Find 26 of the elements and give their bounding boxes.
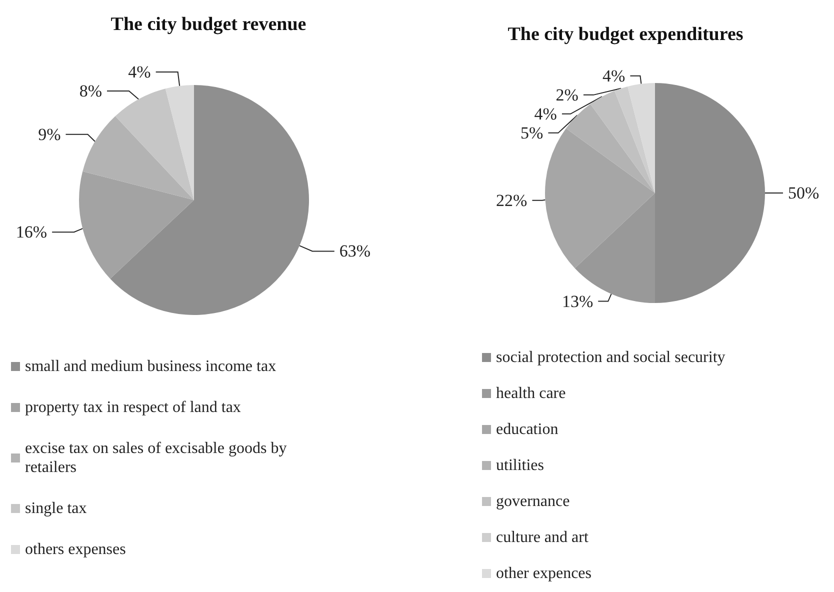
legend-label: culture and art bbox=[496, 529, 589, 546]
data-label: 22% bbox=[496, 190, 528, 210]
legend-label: others expenses bbox=[25, 541, 126, 558]
data-label: 4% bbox=[128, 62, 151, 82]
legend-label: excise tax on sales of excisable goods by retailers bbox=[25, 440, 291, 476]
data-label: 4% bbox=[534, 104, 557, 124]
data-label: 50% bbox=[788, 184, 820, 202]
data-label: 5% bbox=[520, 123, 544, 142]
data-label: 2% bbox=[556, 85, 578, 104]
legend-label: social protection and social security bbox=[496, 349, 726, 366]
legend-label: other expences bbox=[496, 565, 592, 582]
data-label: 8% bbox=[79, 82, 102, 101]
legend-label: health care bbox=[496, 385, 566, 402]
chart-title: The city budget revenue bbox=[110, 14, 306, 35]
data-label: 16% bbox=[16, 222, 48, 242]
data-label: 4% bbox=[602, 66, 626, 86]
chart-title: The city budget expenditures bbox=[508, 24, 744, 45]
legend-label: governance bbox=[496, 493, 570, 510]
legend-label: education bbox=[496, 421, 558, 438]
legend-label: small and medium business income tax bbox=[25, 358, 276, 375]
data-label: 63% bbox=[339, 242, 371, 261]
data-label: 9% bbox=[38, 124, 61, 144]
legend-label: single tax bbox=[25, 500, 87, 517]
data-label: 13% bbox=[562, 292, 594, 311]
legend-label: utilities bbox=[496, 457, 544, 474]
legend-label: property tax in respect of land tax bbox=[25, 399, 241, 416]
